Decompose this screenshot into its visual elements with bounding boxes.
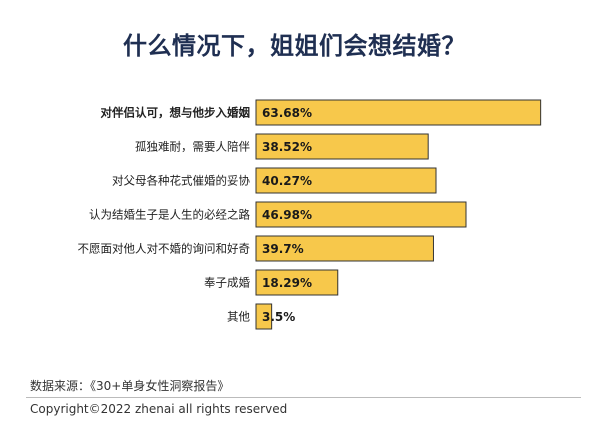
category-label: 孤独难耐，需要人陪伴	[135, 140, 250, 154]
category-label: 对父母各种花式催婚的妥协	[112, 174, 250, 188]
data-source-note: 数据来源：《30+单身女性洞察报告》	[30, 379, 230, 393]
value-label: 38.52%	[262, 140, 312, 154]
category-label: 认为结婚生子是人生的必经之路	[89, 208, 250, 222]
value-label: 40.27%	[262, 174, 312, 188]
bar	[255, 167, 437, 194]
bar	[255, 303, 273, 330]
category-label: 对伴侣认可，想与他步入婚姻	[101, 106, 251, 120]
value-label: 3.5%	[262, 310, 295, 324]
category-label: 奉子成婚	[204, 276, 250, 290]
value-label: 18.29%	[262, 276, 312, 290]
value-label: 39.7%	[262, 242, 304, 256]
category-label: 其他	[227, 310, 250, 324]
bar	[255, 201, 467, 228]
copyright-text: Copyright©2022 zhenai all rights reserve…	[30, 402, 288, 416]
bar	[255, 133, 429, 160]
footer-divider	[26, 397, 581, 398]
value-label: 46.98%	[262, 208, 312, 222]
bar	[255, 99, 542, 126]
chart-title: 什么情况下，姐姐们会想结婚？	[123, 32, 466, 60]
category-label: 不愿面对他人对不婚的询问和好奇	[78, 242, 251, 256]
bar-chart: 对伴侣认可，想与他步入婚姻 63.68% 孤独难耐，需要人陪伴 38.52% 对父母各种…	[78, 99, 542, 330]
value-label: 63.68%	[262, 106, 312, 120]
bar	[255, 269, 339, 296]
bar	[255, 235, 434, 262]
